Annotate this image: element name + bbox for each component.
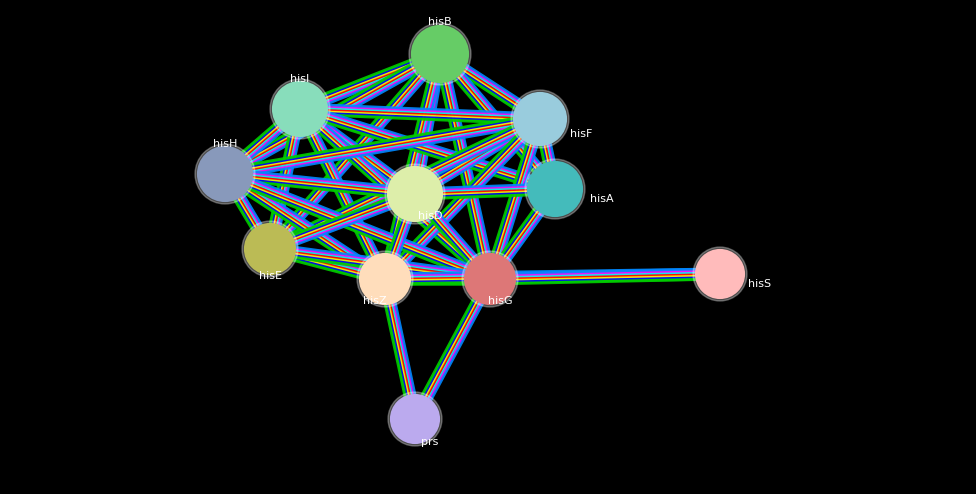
Text: hisA: hisA (590, 194, 614, 204)
Circle shape (385, 164, 445, 224)
Circle shape (412, 26, 468, 82)
Text: hisD: hisD (418, 211, 442, 221)
Text: prs: prs (422, 437, 438, 447)
Circle shape (525, 159, 585, 219)
Text: hisE: hisE (259, 271, 281, 281)
Text: hisB: hisB (428, 17, 452, 27)
Text: hisG: hisG (488, 296, 512, 306)
Circle shape (245, 224, 295, 274)
Text: hisH: hisH (213, 139, 237, 149)
Circle shape (511, 90, 569, 148)
Circle shape (462, 251, 518, 307)
Text: hisS: hisS (748, 279, 771, 289)
Circle shape (360, 254, 410, 304)
Circle shape (696, 250, 744, 298)
Circle shape (391, 395, 439, 443)
Circle shape (388, 167, 442, 221)
Circle shape (528, 162, 582, 216)
Circle shape (273, 82, 327, 136)
Circle shape (242, 221, 298, 277)
Circle shape (409, 23, 471, 85)
Circle shape (270, 79, 330, 139)
Circle shape (514, 93, 566, 145)
Circle shape (388, 392, 442, 446)
Text: hisF: hisF (570, 129, 592, 139)
Text: hisI: hisI (291, 74, 309, 84)
Circle shape (465, 254, 515, 304)
Circle shape (693, 247, 747, 301)
Circle shape (357, 251, 413, 307)
Text: hisZ: hisZ (363, 296, 386, 306)
Circle shape (195, 144, 255, 204)
Circle shape (198, 147, 252, 201)
